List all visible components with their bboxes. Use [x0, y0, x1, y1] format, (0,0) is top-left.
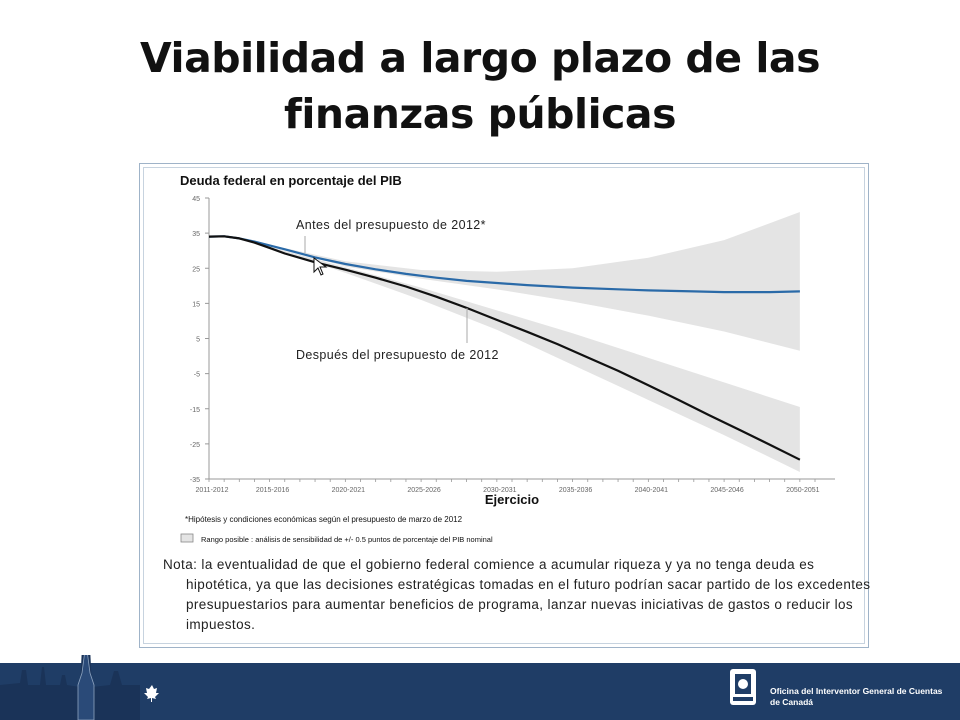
x-tick-label: 2025-2026 [407, 487, 441, 494]
series-line-0 [208, 235, 800, 294]
chart-title: Deuda federal en porcentaje del PIB [180, 173, 402, 188]
parliament-tower-icon [77, 655, 95, 720]
y-tick-label: -15 [190, 407, 200, 414]
x-tick-label: 2035-2036 [559, 487, 593, 494]
range-band-0 [254, 212, 800, 351]
chart-frame-border [143, 167, 865, 644]
x-tick-label: 2040-2041 [635, 487, 669, 494]
coat-of-arms-icon [730, 669, 756, 705]
y-tick-label: 25 [192, 266, 200, 273]
y-tick-label: 35 [192, 231, 200, 238]
y-tick-label: 5 [196, 337, 200, 344]
series-label-after: Después del presupuesto de 2012 [296, 348, 499, 362]
footer-org-name: Oficina del Interventor General de Cuent… [770, 686, 943, 707]
x-tick-label: 2015-2016 [256, 487, 290, 494]
chart-series [208, 235, 801, 461]
x-tick-label: 2011-2012 [196, 487, 229, 494]
x-tick-label: 2045-2046 [710, 487, 744, 494]
series-line-1 [208, 235, 801, 461]
chart-labels: Deuda federal en porcentaje del PIB Ejer… [180, 173, 539, 544]
footer-band [0, 655, 960, 720]
y-tick-label: -35 [190, 477, 200, 484]
chart-axes: 45 35 25 15 5 -5 -15 -25 -35 2011-2012 2015-2016 20… [190, 196, 835, 494]
x-tick-label: 2030-2031 [483, 487, 517, 494]
range-bands [254, 212, 800, 472]
slide-title-line1: Viabilidad a largo plazo de las [140, 34, 820, 82]
slide-title-line2: finanzas públicas [283, 90, 677, 138]
legend-range-swatch [180, 533, 194, 543]
parliament-silhouette-icon [0, 655, 140, 720]
chart-note: Nota: la eventualidad de que el gobierno… [163, 557, 871, 632]
x-tick-label: 2050-2051 [786, 487, 820, 494]
footnote: *Hipótesis y condiciones económicas segú… [185, 515, 463, 524]
maple-leaf-icon [144, 685, 159, 702]
y-tick-label: 45 [192, 196, 200, 203]
y-tick-label: -25 [190, 442, 200, 449]
y-tick-label: 15 [192, 301, 200, 308]
footer-band-background [0, 663, 960, 720]
x-axis-label: Ejercicio [485, 492, 539, 507]
slide-title: Viabilidad a largo plazo de las finanzas… [80, 30, 880, 142]
series-label-before: Antes del presupuesto de 2012* [296, 218, 486, 232]
cursor-icon [313, 257, 328, 276]
y-tick-label: -5 [194, 372, 200, 379]
legend-range-label: Rango posible : análisis de sensibilidad… [201, 535, 493, 544]
x-tick-label: 2020-2021 [332, 487, 366, 494]
